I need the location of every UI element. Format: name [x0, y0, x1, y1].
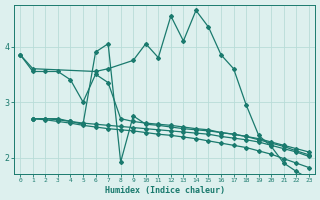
- X-axis label: Humidex (Indice chaleur): Humidex (Indice chaleur): [105, 186, 225, 195]
